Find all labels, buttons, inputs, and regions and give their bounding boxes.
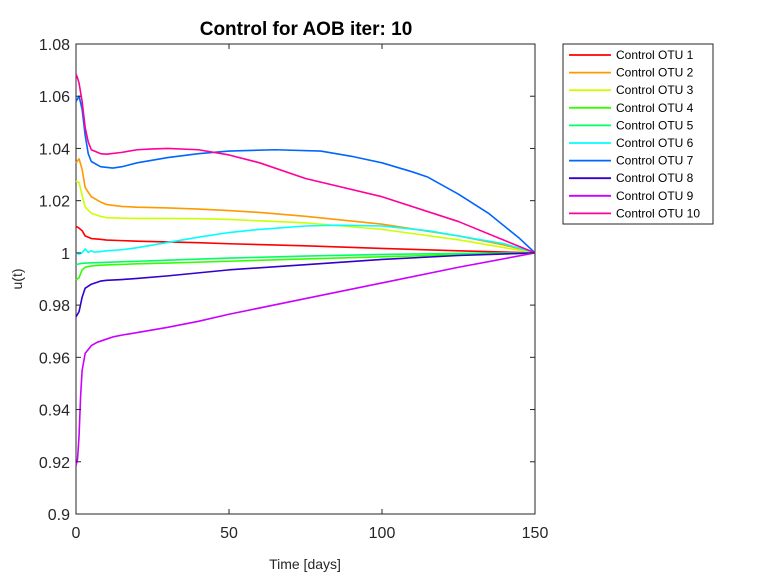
y-tick-label: 1.06	[39, 89, 70, 106]
y-tick-label: 1.08	[39, 37, 70, 54]
series-line-otu-6	[75, 224, 536, 255]
legend-label: Control OTU 2	[616, 66, 694, 80]
series-group	[75, 73, 536, 466]
y-axis: 0.9 0.92 0.94 0.96 0.98 1 1.02 1.04 1.06 1.08	[39, 37, 535, 524]
x-tick-label: 150	[522, 525, 549, 542]
y-tick-label: 0.98	[39, 298, 70, 315]
legend-label: Control OTU 9	[616, 189, 694, 203]
y-tick-label: 1.04	[39, 141, 70, 158]
y-tick-label: 0.9	[48, 507, 70, 524]
y-axis-label: u(t)	[9, 269, 25, 290]
legend-entries: Control OTU 1 Control OTU 2 Control OTU 3 C…	[569, 48, 700, 220]
axes-box	[75, 43, 536, 515]
y-tick-label: 1	[61, 246, 70, 263]
series-line-otu-5	[75, 252, 536, 266]
x-axis-label: Time [days]	[269, 556, 341, 572]
legend-label: Control OTU 5	[616, 118, 694, 132]
series-line-otu-8	[75, 252, 536, 318]
series-line-otu-10	[75, 73, 536, 254]
y-tick-label: 0.96	[39, 350, 70, 367]
x-tick-label: 50	[220, 525, 238, 542]
legend-box	[562, 43, 714, 225]
series-line-otu-9	[75, 252, 536, 466]
y-tick-label: 1.02	[39, 194, 70, 211]
legend-label: Control OTU 1	[616, 48, 694, 62]
chart-title: Control for AOB iter: 10	[200, 19, 413, 40]
legend: Control OTU 1 Control OTU 2 Control OTU 3 C…	[562, 43, 714, 225]
series-line-otu-2	[75, 158, 536, 254]
series-line-otu-7	[75, 95, 536, 254]
legend-label: Control OTU 8	[616, 171, 694, 185]
x-tick-label: 0	[72, 525, 81, 542]
series-line-otu-1	[75, 225, 536, 254]
legend-label: Control OTU 7	[616, 154, 694, 168]
legend-label: Control OTU 10	[616, 206, 700, 220]
y-tick-label: 0.94	[39, 403, 70, 420]
legend-label: Control OTU 6	[616, 136, 694, 150]
x-axis: 0 50 100 150	[72, 44, 549, 542]
series-line-otu-4	[75, 252, 536, 281]
y-tick-label: 0.92	[39, 455, 70, 472]
legend-label: Control OTU 4	[616, 101, 694, 115]
legend-label: Control OTU 3	[616, 83, 694, 97]
plot-area	[75, 43, 536, 515]
x-tick-label: 100	[369, 525, 396, 542]
